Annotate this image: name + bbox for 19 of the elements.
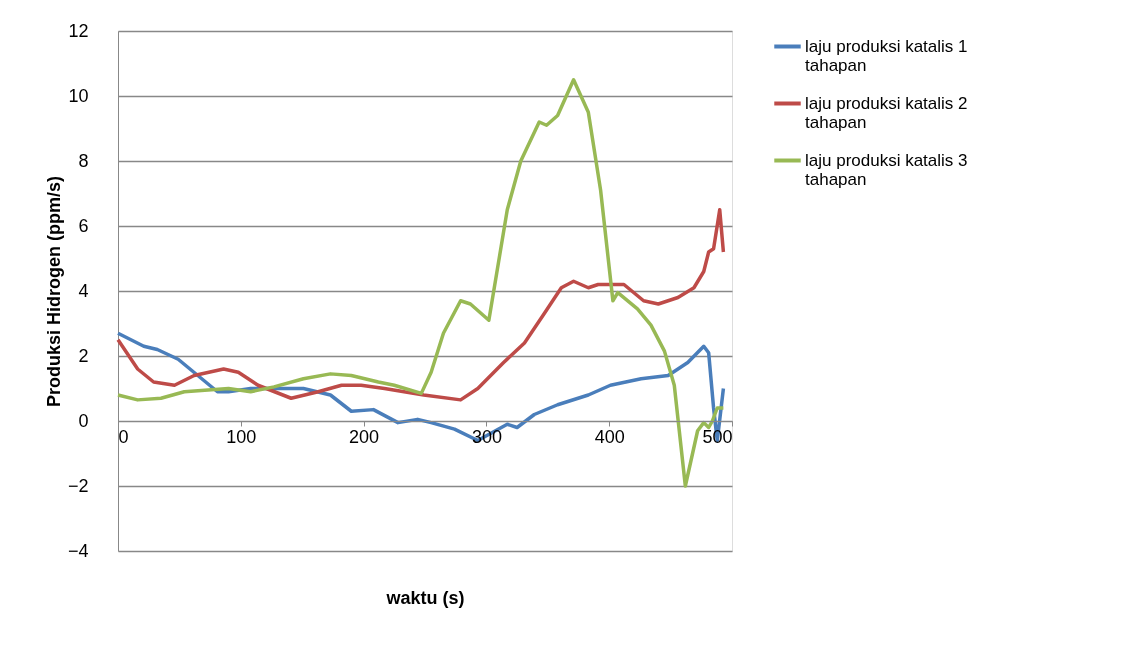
x-tick-label: 200	[349, 426, 380, 447]
y-tick-label: 4	[78, 280, 89, 301]
line-series	[116, 208, 726, 402]
y-tick-label: 6	[78, 215, 89, 236]
y-tick-label: 10	[68, 85, 89, 106]
legend-label: laju produksi katalis 2 tahapan	[805, 93, 968, 132]
x-tick-label: 0	[118, 426, 129, 447]
y-tick-label: −4	[67, 540, 89, 561]
y-axis-title: Produksi Hidrogen (ppm/s)	[43, 175, 64, 408]
y-tick-label: 8	[78, 150, 89, 171]
legend-label: laju produksi katalis 3 tahapan	[805, 150, 968, 189]
x-tick-label: 100	[226, 426, 257, 447]
x-tick-label: 400	[594, 426, 625, 447]
y-tick-label: 0	[78, 410, 89, 431]
y-tick-label: −2	[67, 475, 89, 496]
y-tick-label: 2	[78, 345, 89, 366]
y-tick-label: 12	[68, 20, 89, 41]
legend-label: laju produksi katalis 1 tahapan	[805, 36, 968, 75]
x-axis-title: waktu (s)	[385, 587, 465, 608]
